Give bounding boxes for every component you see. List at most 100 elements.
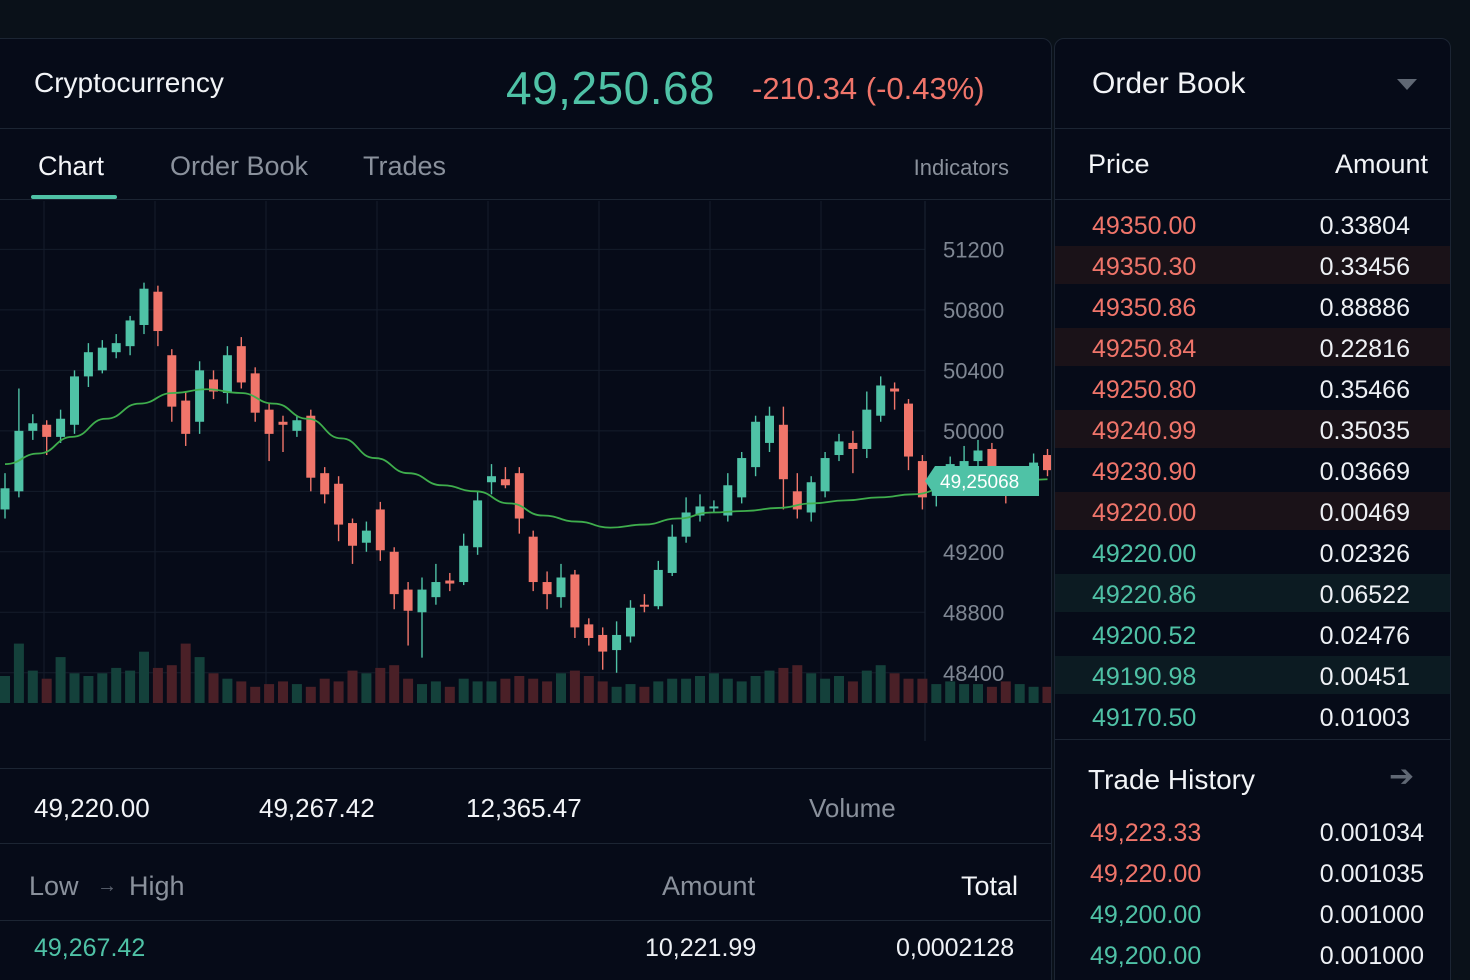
volume-bar [625, 684, 636, 703]
order-price: 49220.86 [1092, 581, 1197, 609]
candle [459, 545, 469, 583]
volume-bar [194, 657, 205, 703]
volume-bar [264, 684, 275, 703]
volume-bar [778, 667, 789, 703]
volume-bar [1042, 686, 1051, 703]
col-high[interactable]: High [129, 871, 185, 901]
trade-amount: 0.001035 [1319, 860, 1424, 888]
tab-trades[interactable]: Trades [363, 151, 447, 181]
order-book-row[interactable]: 49190.98 0.00451 [1055, 656, 1450, 694]
order-amount: 0.06522 [1319, 581, 1410, 609]
volume-bar [347, 670, 358, 703]
indicators-button[interactable]: Indicators [913, 155, 1009, 180]
volume-bar [486, 681, 497, 703]
order-price: 49250.84 [1092, 335, 1197, 363]
volume-bar [931, 684, 942, 703]
candle [598, 634, 608, 652]
price-change: -210.34 (-0.43%) [752, 71, 985, 106]
arrow-right-icon[interactable]: ➔ [1389, 760, 1415, 793]
order-book-row[interactable]: 49230.90 0.03669 [1055, 451, 1450, 489]
candle [695, 506, 705, 516]
volume-bar [653, 681, 664, 703]
trade-history-row[interactable]: 49,200.00 0.001000 [1055, 897, 1450, 937]
order-book-row[interactable]: 49200.52 0.02476 [1055, 615, 1450, 653]
candlestick-chart[interactable]: 51200 50800 50400 50000 49200 48800 48400 10:00… [0, 201, 1052, 768]
candle [334, 483, 344, 525]
candle [917, 461, 927, 498]
volume-bar [708, 673, 719, 703]
volume-bar [542, 681, 553, 703]
candle [626, 607, 635, 637]
order-book-row[interactable]: 49250.84 0.22816 [1055, 328, 1450, 366]
candle [83, 352, 93, 377]
volume-bar [889, 673, 900, 703]
volume-bar [180, 643, 191, 703]
trade-history-row[interactable]: 49,220.00 0.001035 [1055, 856, 1450, 896]
volume-bar [417, 684, 427, 703]
volume-bar [681, 678, 692, 703]
volume-bar [375, 667, 386, 703]
order-price: 49250.80 [1092, 376, 1197, 404]
candle [348, 523, 357, 546]
summary-value-3: 12,365.47 [466, 793, 582, 823]
volume-bar [291, 684, 302, 703]
order-price: 49240.99 [1092, 417, 1197, 445]
moving-average-line [4, 388, 1048, 529]
candle [584, 624, 594, 638]
volume-bar [361, 673, 372, 703]
order-book-row[interactable]: 49220.00 0.02326 [1055, 533, 1450, 571]
order-book-row[interactable]: 49350.00 0.33804 [1055, 205, 1450, 243]
trade-history-row[interactable]: 49,223.33 0.001034 [1055, 815, 1450, 855]
volume-bar [333, 681, 344, 703]
table-row[interactable]: 49,267.42 10,221.99 0,0002128 [0, 922, 1051, 980]
x-tick-label: 11:00 [130, 765, 179, 768]
order-price: 49350.00 [1092, 212, 1197, 240]
order-book-row[interactable]: 49220.86 0.06522 [1055, 574, 1450, 612]
order-book-row[interactable]: 49170.50 0.01003 [1055, 697, 1450, 735]
volume-bar [569, 670, 580, 703]
candle [765, 415, 774, 443]
order-price: 49350.86 [1092, 294, 1197, 322]
candle [181, 400, 191, 434]
order-book-panel: Order Book Price Amount 49350.00 0.33804 4… [1054, 38, 1451, 980]
order-book-row[interactable]: 49350.86 0.88886 [1055, 287, 1450, 325]
candle [236, 346, 246, 383]
x-tick-label: 13:00 [351, 765, 401, 768]
trades-table-header: Low → High Amount Total [0, 845, 1051, 921]
order-amount: 0.35466 [1319, 376, 1410, 404]
volume-bar [1000, 681, 1011, 703]
volume-bar [1014, 684, 1025, 703]
volume-bar [722, 678, 733, 703]
volume-bar [444, 686, 455, 703]
volume-bar [736, 681, 747, 703]
trade-history-row[interactable]: 49,200.00 0.001000 [1055, 938, 1450, 978]
order-amount: 0.00469 [1319, 499, 1410, 527]
divider [1055, 128, 1450, 129]
candle [542, 582, 552, 595]
tab-order-book[interactable]: Order Book [170, 151, 309, 181]
candle [862, 409, 872, 449]
candle [70, 376, 79, 425]
col-amount[interactable]: Amount [662, 871, 756, 901]
order-amount: 0.33456 [1319, 253, 1410, 281]
col-total[interactable]: Total [961, 871, 1019, 901]
volume-bar [13, 643, 24, 703]
volume-bar [111, 667, 122, 703]
chevron-down-icon[interactable] [1397, 79, 1417, 90]
volume-bar [236, 681, 247, 703]
volume-bar [208, 673, 219, 703]
volume-bar [472, 681, 483, 703]
order-book-row[interactable]: 49240.99 0.35035 [1055, 410, 1450, 448]
tab-chart[interactable]: Chart [38, 151, 105, 181]
order-amount: 0.01003 [1319, 704, 1410, 732]
order-amount: 0.03669 [1319, 458, 1410, 486]
order-book-row[interactable]: 49350.30 0.33456 [1055, 246, 1450, 284]
current-price-tag [925, 466, 1039, 497]
order-book-row[interactable]: 49250.80 0.35466 [1055, 369, 1450, 407]
order-book-row[interactable]: 49220.00 0.00469 [1055, 492, 1450, 530]
col-low[interactable]: Low [29, 871, 79, 901]
candle [820, 458, 830, 492]
price-header: Price [1088, 149, 1150, 179]
volume-bar [69, 673, 80, 703]
summary-row: 49,220.00 49,267.42 12,365.47 Volume [0, 768, 1051, 844]
